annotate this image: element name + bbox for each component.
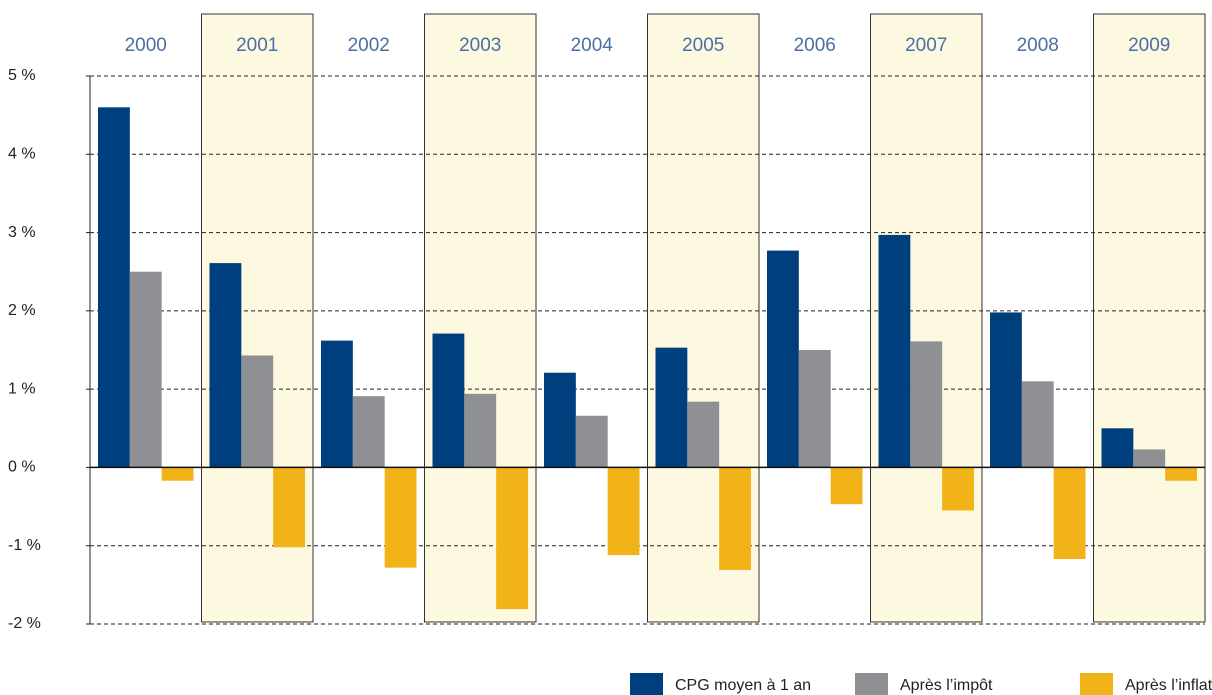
bar	[129, 271, 162, 468]
bar	[384, 467, 417, 568]
legend-swatch	[855, 673, 888, 695]
bar	[432, 333, 465, 468]
legend-swatch	[1080, 673, 1113, 695]
bar	[161, 467, 194, 481]
bar	[942, 467, 974, 511]
legend-label: CPG moyen à 1 an	[675, 677, 811, 694]
bar	[910, 341, 943, 468]
x-tick-label: 2005	[682, 35, 724, 56]
bar	[990, 312, 1022, 468]
bar	[687, 401, 720, 468]
bar	[209, 263, 242, 468]
legend-label: Après l’impôt	[900, 677, 993, 694]
bar	[241, 355, 274, 468]
y-tick-label: -1 %	[8, 537, 41, 554]
bar	[273, 467, 305, 548]
x-tick-label: 2009	[1128, 35, 1170, 56]
x-tick-label: 2006	[794, 35, 836, 56]
bar	[98, 107, 130, 468]
legend-label: Après l’inflation	[1125, 677, 1212, 694]
bar	[1053, 467, 1086, 560]
bar	[496, 467, 528, 610]
x-tick-label: 2004	[571, 35, 614, 56]
bar	[1101, 428, 1134, 468]
bar	[1021, 381, 1054, 468]
bar	[575, 415, 608, 468]
bar	[321, 340, 353, 468]
bar	[798, 350, 831, 468]
x-tick-label: 2000	[125, 35, 167, 56]
bar	[767, 250, 799, 468]
y-tick-label: 2 %	[8, 302, 36, 319]
legend-swatch	[630, 673, 663, 695]
x-tick-label: 2003	[459, 35, 501, 56]
y-tick-label: 1 %	[8, 380, 36, 397]
y-tick-label: 5 %	[8, 67, 36, 84]
bar	[830, 467, 863, 505]
x-tick-label: 2002	[348, 35, 390, 56]
bar	[655, 347, 688, 468]
bar	[352, 396, 385, 468]
x-tick-label: 2008	[1017, 35, 1059, 56]
bar	[1133, 449, 1166, 468]
bar	[544, 372, 576, 468]
y-tick-label: -2 %	[8, 615, 41, 632]
x-tick-label: 2007	[905, 35, 947, 56]
bar	[1165, 467, 1197, 481]
bar	[719, 467, 751, 570]
y-tick-label: 0 %	[8, 459, 36, 476]
bar	[464, 393, 497, 468]
bar	[607, 467, 640, 556]
y-tick-label: 3 %	[8, 224, 36, 241]
bar	[878, 234, 911, 468]
y-tick-label: 4 %	[8, 146, 36, 163]
column-shade	[1093, 13, 1206, 623]
x-tick-label: 2001	[236, 35, 278, 56]
